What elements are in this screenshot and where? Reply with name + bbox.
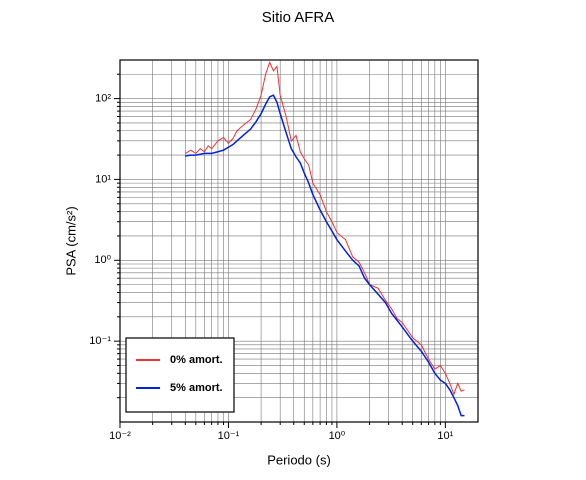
- legend-label: 0% amort.: [170, 354, 223, 366]
- x-axis-label: Periodo (s): [267, 452, 331, 467]
- y-tick-label: 10¹: [95, 173, 111, 185]
- x-tick-label: 10⁻²: [109, 430, 131, 442]
- x-tick-label: 10¹: [437, 430, 453, 442]
- legend-label: 5% amort.: [170, 382, 223, 394]
- x-tick-label: 10⁻¹: [218, 430, 240, 442]
- y-tick-label: 10⁰: [94, 254, 111, 266]
- chart-title: Sitio AFRA: [262, 9, 335, 26]
- y-tick-label: 10⁻¹: [89, 335, 111, 347]
- plot-frame: [119, 59, 479, 423]
- y-tick-label: 10²: [95, 92, 111, 104]
- data-line: [185, 61, 465, 396]
- y-axis-label: PSA (cm/s²): [63, 206, 78, 275]
- legend-box: [125, 337, 235, 413]
- data-line: [185, 94, 465, 417]
- x-tick-label: 10⁰: [329, 430, 346, 442]
